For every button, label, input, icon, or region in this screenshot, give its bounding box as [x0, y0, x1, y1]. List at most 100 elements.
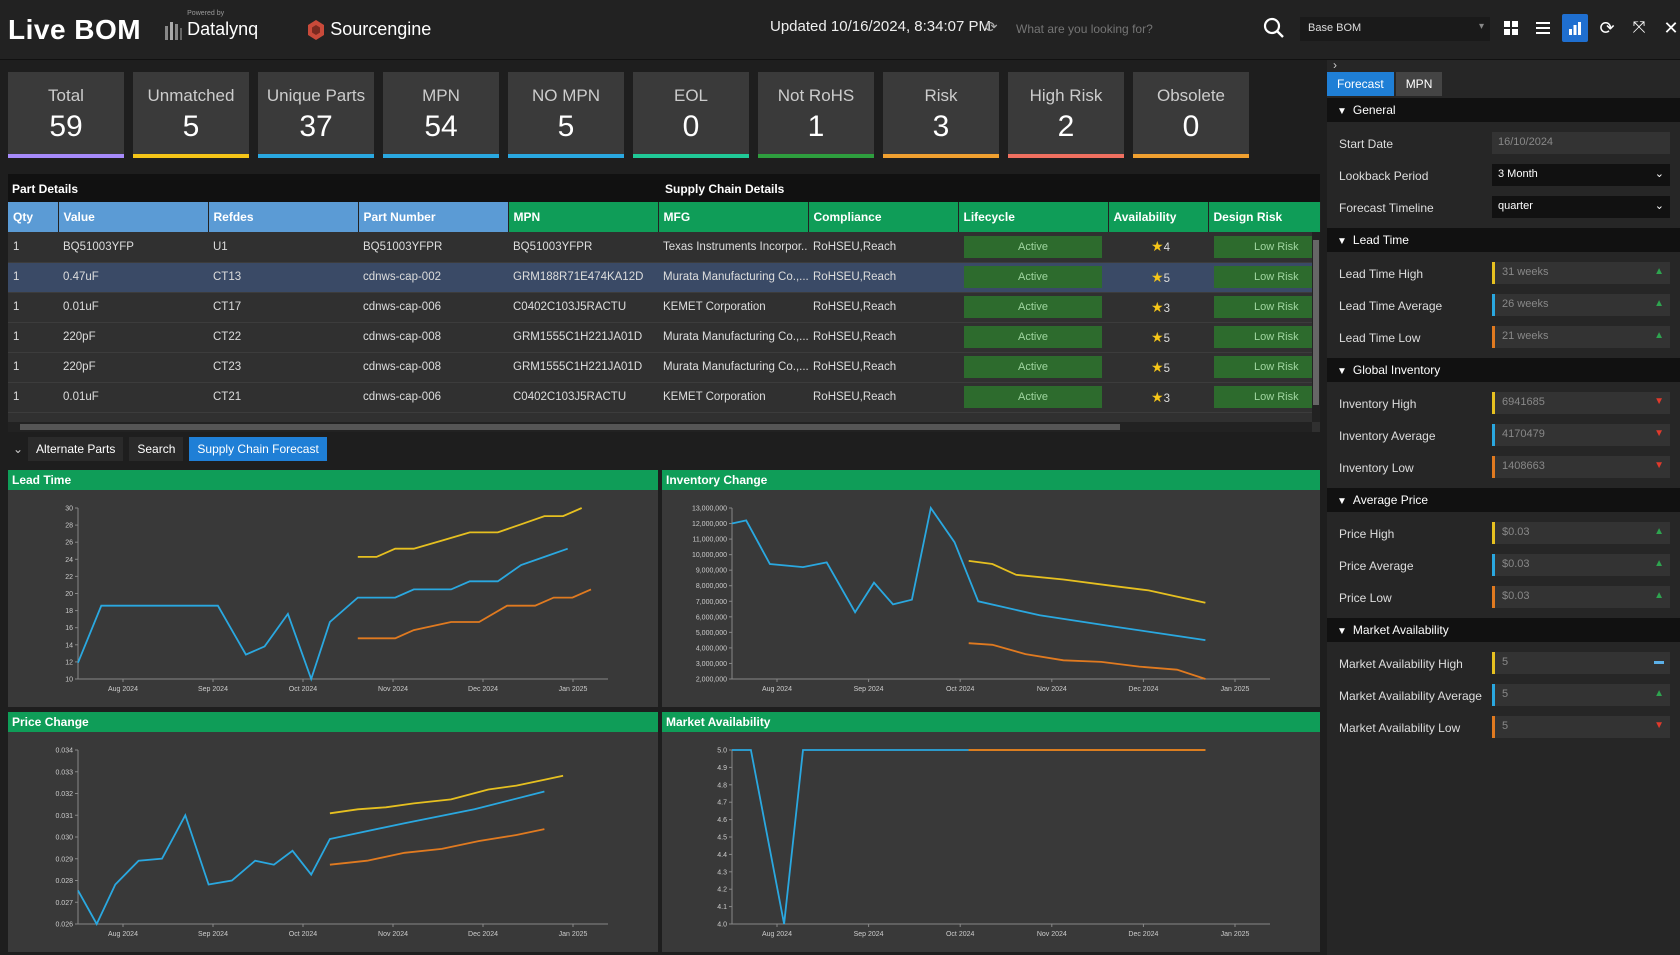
summary-card-value: 5 — [557, 110, 575, 143]
forecast-value: 26 weeks — [1502, 298, 1549, 310]
availability-cell: ★5 — [1108, 352, 1208, 383]
table-row[interactable]: 1 BQ51003YFP U1 BQ51003YFPR BQ51003YFPR Texas… — [8, 232, 1320, 263]
chart-view-icon[interactable] — [1562, 14, 1588, 42]
forecast-row: Inventory Low 1408663 ▼ — [1327, 452, 1680, 482]
table-row[interactable]: 1 0.01uF CT17 cdnws-cap-006 C0402C103J5RACTU… — [8, 292, 1320, 323]
section-header-global-inventory[interactable]: ▼ Global Inventory — [1327, 358, 1680, 382]
panel-expand-chevron-icon[interactable]: › — [1333, 58, 1337, 72]
grid-view-icon[interactable] — [1498, 14, 1524, 42]
lookback-period-select[interactable]: 3 Month ⌄ — [1492, 164, 1670, 186]
summary-card-value: 3 — [932, 110, 950, 143]
summary-card[interactable]: Obsolete 0 — [1133, 72, 1249, 158]
forecast-value: 5 — [1502, 688, 1509, 700]
forecast-row-label: Forecast Timeline — [1339, 201, 1434, 215]
table-row[interactable]: 1 0.47uF CT13 cdnws-cap-002 GRM188R71E474KA1… — [8, 262, 1320, 293]
forecast-timeline-select[interactable]: quarter ⌄ — [1492, 196, 1670, 218]
column-header[interactable]: Value — [58, 202, 209, 232]
chart-title: Market Availability — [662, 712, 1320, 732]
tab-alternate-parts[interactable]: Alternate Parts — [28, 437, 124, 461]
forecast-row-label: Lead Time High — [1339, 267, 1424, 281]
forecast-row: Lead Time Average 26 weeks ▲ — [1327, 290, 1680, 320]
table-cell: 0.01uF — [58, 382, 208, 413]
column-header[interactable]: MFG — [658, 202, 809, 232]
section-header-average-price[interactable]: ▼ Average Price — [1327, 488, 1680, 512]
forecast-row-label: Start Date — [1339, 137, 1394, 151]
summary-card[interactable]: EOL 0 — [633, 72, 749, 158]
summary-card[interactable]: Total 59 — [8, 72, 124, 158]
trend-down-icon: ▼ — [1654, 720, 1664, 731]
list-view-icon[interactable] — [1530, 14, 1556, 42]
summary-card[interactable]: Unmatched 5 — [133, 72, 249, 158]
sync-icon[interactable]: ⟳ — [1599, 17, 1615, 38]
collapse-chevron-icon[interactable]: ⌄ — [12, 442, 24, 456]
summary-card[interactable]: High Risk 2 — [1008, 72, 1124, 158]
tab-mpn[interactable]: MPN — [1395, 72, 1443, 96]
forecast-value-box: 21 weeks ▲ — [1492, 326, 1670, 348]
availability-cell: ★5 — [1108, 262, 1208, 293]
x-tick-label: Sep 2024 — [198, 686, 228, 693]
expand-icon[interactable]: ⤧ — [1632, 19, 1646, 36]
table-cell: Murata Manufacturing Co.,... — [658, 352, 808, 383]
y-tick-label: 30 — [65, 506, 73, 513]
summary-card-value: 1 — [807, 110, 825, 143]
y-tick-label: 4.9 — [717, 765, 727, 772]
horizontal-scrollbar[interactable] — [8, 422, 1312, 432]
forecast-row-label: Market Availability Low — [1339, 721, 1461, 735]
tab-forecast[interactable]: Forecast — [1327, 72, 1394, 96]
table-cell: RoHSEU,Reach — [808, 292, 958, 323]
sourcengine-logo: Sourcengine — [306, 18, 431, 42]
forecast-row: Lead Time High 31 weeks ▲ — [1327, 258, 1680, 288]
bom-select[interactable]: Base BOM ▾ — [1300, 17, 1490, 41]
summary-card-label: Unique Parts — [266, 86, 366, 105]
forecast-value-box: 31 weeks ▲ — [1492, 262, 1670, 284]
column-header[interactable]: MPN — [508, 202, 659, 232]
forecast-value: 1408663 — [1502, 460, 1545, 472]
chart-title: Price Change — [8, 712, 658, 732]
bottom-tabs: ⌄ Alternate Parts Search Supply Chain Fo… — [8, 436, 1320, 462]
table-cell: 0.47uF — [58, 262, 208, 293]
table-cell: CT13 — [208, 262, 358, 293]
horizontal-scroll-thumb[interactable] — [20, 424, 1120, 430]
table-row[interactable]: 1 220pF CT23 cdnws-cap-008 GRM1555C1H221JA01… — [8, 352, 1320, 383]
table-row[interactable]: 1 0.01uF CT21 cdnws-cap-006 C0402C103J5RACTU… — [8, 382, 1320, 413]
column-header[interactable]: Design Risk — [1208, 202, 1321, 232]
tab-search[interactable]: Search — [129, 437, 184, 461]
summary-card[interactable]: MPN 54 — [383, 72, 499, 158]
forecast-value-box: $0.03 ▲ — [1492, 522, 1670, 544]
field-value: 16/10/2024 — [1498, 136, 1554, 148]
summary-card-value: 37 — [299, 110, 333, 143]
column-header[interactable]: Compliance — [808, 202, 959, 232]
vertical-scrollbar[interactable] — [1312, 232, 1320, 422]
design-risk-badge: Low Risk — [1214, 356, 1320, 378]
section-header-lead-time[interactable]: ▼ Lead Time — [1327, 228, 1680, 252]
column-header[interactable]: Qty — [8, 202, 59, 232]
forecast-row-label: Inventory Low — [1339, 461, 1414, 475]
lifecycle-cell: Active — [958, 262, 1108, 293]
summary-card[interactable]: Not RoHS 1 — [758, 72, 874, 158]
column-header[interactable]: Availability — [1108, 202, 1209, 232]
section-header-general[interactable]: ▼ General — [1327, 98, 1680, 122]
vertical-scroll-thumb[interactable] — [1313, 240, 1319, 405]
powered-by-label: Powered by — [187, 9, 225, 17]
availability-value: 5 — [1163, 332, 1170, 345]
start-date-field[interactable]: 16/10/2024 — [1492, 132, 1670, 154]
tab-supply-chain-forecast[interactable]: Supply Chain Forecast — [189, 437, 327, 461]
column-header[interactable]: Part Number — [358, 202, 509, 232]
design-risk-cell: Low Risk — [1208, 352, 1320, 383]
section-header-market-availability[interactable]: ▼ Market Availability — [1327, 618, 1680, 642]
summary-card-accent — [883, 154, 999, 158]
y-tick-label: 7,000,000 — [696, 599, 727, 606]
summary-card[interactable]: Risk 3 — [883, 72, 999, 158]
chevron-down-icon: ⌄ — [1654, 200, 1664, 212]
column-header[interactable]: Lifecycle — [958, 202, 1109, 232]
close-icon[interactable]: ✕ — [1663, 17, 1679, 38]
table-row[interactable]: 1 220pF CT22 cdnws-cap-008 GRM1555C1H221JA01… — [8, 322, 1320, 353]
search-input[interactable] — [1010, 16, 1240, 42]
column-header[interactable]: Refdes — [208, 202, 359, 232]
y-tick-label: 2,000,000 — [696, 677, 727, 684]
summary-card[interactable]: Unique Parts 37 — [258, 72, 374, 158]
refresh-timestamp-icon[interactable]: ⟳ — [985, 19, 998, 36]
summary-card[interactable]: NO MPN 5 — [508, 72, 624, 158]
forecast-value-box: 6941685 ▼ — [1492, 392, 1670, 414]
search-icon[interactable] — [1262, 16, 1286, 40]
